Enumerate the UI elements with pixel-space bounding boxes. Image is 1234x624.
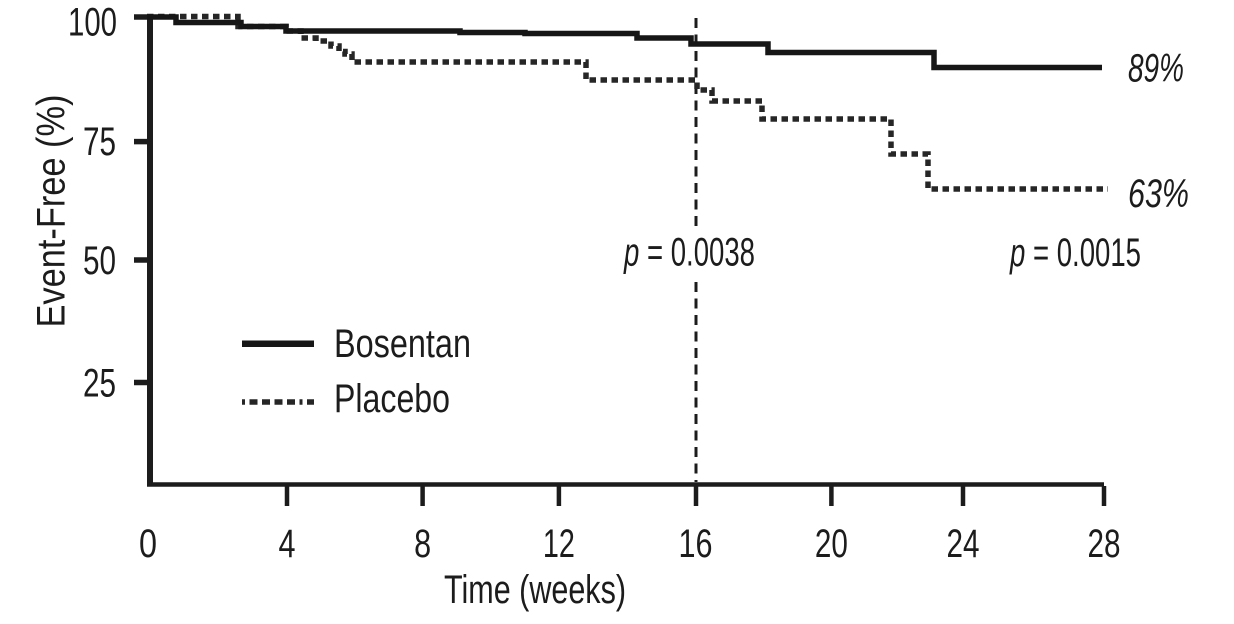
svg-text:24: 24 — [947, 522, 980, 566]
svg-text:28: 28 — [1088, 522, 1121, 566]
svg-text:12: 12 — [543, 522, 575, 566]
svg-text:8: 8 — [414, 522, 431, 566]
svg-text:p = 0.0015: p = 0.0015 — [1009, 231, 1141, 275]
svg-text:63%: 63% — [1128, 172, 1189, 216]
svg-text:Event-Free (%): Event-Free (%) — [30, 95, 74, 328]
svg-text:89%: 89% — [1128, 47, 1184, 91]
svg-text:4: 4 — [279, 522, 296, 566]
svg-text:Bosentan: Bosentan — [334, 322, 471, 366]
svg-text:16: 16 — [679, 522, 713, 566]
svg-text:Placebo: Placebo — [334, 377, 450, 421]
svg-text:50: 50 — [83, 239, 116, 283]
svg-text:p = 0.0038: p = 0.0038 — [623, 231, 755, 275]
svg-text:Time (weeks): Time (weeks) — [444, 568, 626, 612]
svg-text:20: 20 — [815, 522, 848, 566]
svg-text:75: 75 — [83, 120, 116, 164]
svg-text:25: 25 — [83, 361, 116, 405]
svg-text:100: 100 — [68, 1, 117, 45]
svg-text:0: 0 — [139, 522, 157, 566]
